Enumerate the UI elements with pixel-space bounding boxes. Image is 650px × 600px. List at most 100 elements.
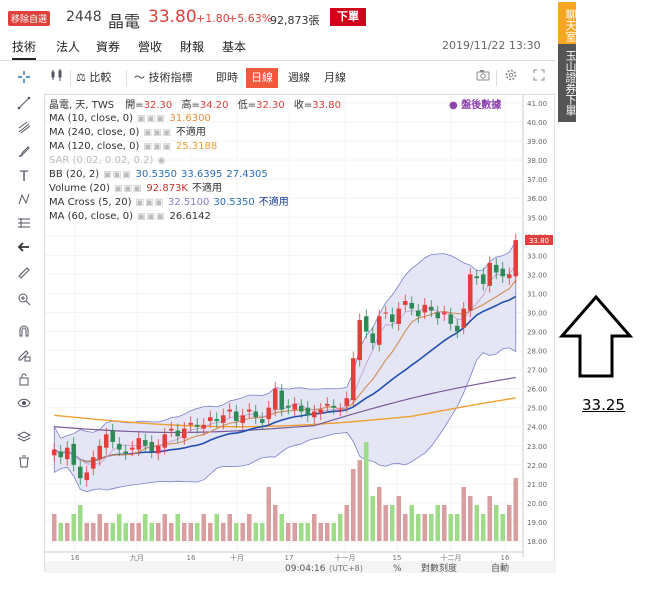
legend-row-controls-icon[interactable]: ▣▣▣ [137, 114, 166, 124]
indicators-button[interactable]: 〜 技術指標 [134, 68, 193, 88]
volume-bar [487, 496, 493, 541]
volume-bar [175, 514, 181, 541]
percent-toggle[interactable]: % [393, 564, 402, 574]
tab-margin[interactable]: 資券 [96, 40, 121, 54]
chart-type-icon[interactable] [50, 68, 64, 88]
layers-icon[interactable] [14, 430, 34, 448]
volume-bar [129, 523, 135, 541]
price-tick-label: 40.00 [527, 119, 547, 127]
fib-icon[interactable] [14, 216, 34, 234]
legend-row-name: MA (240, close, 0) [49, 127, 140, 138]
tab-financials[interactable]: 財報 [180, 40, 205, 54]
pencil-lock-icon[interactable] [14, 348, 34, 366]
trash-icon[interactable] [14, 454, 34, 472]
price-tick-label: 27.00 [527, 367, 547, 375]
legend-row-controls-icon[interactable]: ▣▣▣ [143, 128, 172, 138]
compare-button[interactable]: ⚖ 比較 [76, 68, 111, 88]
candle-body [58, 451, 64, 458]
price-tick-label: 24.00 [527, 424, 547, 432]
lock-icon[interactable] [14, 372, 34, 390]
candle-body [467, 274, 473, 311]
moving-averages [53, 264, 517, 465]
trade-volume: 92,873張 [270, 14, 320, 27]
ruler-icon[interactable] [14, 266, 34, 284]
ma-20-line [53, 295, 517, 463]
broker-order-tab[interactable]: 玉山證券下單 [558, 44, 577, 122]
current-price-tag: 33.80 [525, 235, 553, 245]
after-hours-label[interactable]: ● 盤後數據 [449, 100, 502, 111]
tab-institutional[interactable]: 法人 [56, 40, 81, 54]
candle-body [162, 434, 168, 448]
price-tick-label: 35.00 [527, 214, 547, 222]
candle-body [337, 409, 343, 411]
candle-body [285, 405, 291, 408]
candle-body [220, 415, 226, 423]
volume-bars [51, 442, 519, 541]
candlestick-chart[interactable]: 41.0040.0039.0038.0037.0036.0035.0034.00… [45, 95, 556, 574]
interval-daily[interactable]: 日線 [246, 68, 278, 88]
candle-body [500, 268, 506, 277]
remove-watchlist-badge[interactable]: 移除自選 [8, 11, 51, 26]
pattern-icon[interactable] [14, 192, 34, 210]
gear-icon[interactable] [504, 68, 518, 88]
tab-revenue[interactable]: 營收 [138, 40, 163, 54]
quote-header: 移除自選 2448 晶電 33.80 +1.80 +5.63% 92,873張 … [0, 0, 560, 34]
interval-weekly[interactable]: 週線 [288, 71, 310, 84]
volume-bar [194, 523, 200, 541]
price-tick-label: 29.00 [527, 329, 547, 337]
zoom-in-icon[interactable] [14, 292, 34, 310]
auto-scale-toggle[interactable]: 自動 [491, 562, 509, 574]
volume-bar [285, 523, 291, 541]
log-scale-toggle[interactable]: 對數刻度 [421, 562, 457, 574]
tab-basic[interactable]: 基本 [222, 40, 247, 54]
crosshair-icon[interactable] [14, 70, 34, 88]
legend-row-controls-icon[interactable]: ▣▣▣ [113, 184, 143, 194]
candle-body [84, 472, 90, 481]
candle-body [201, 424, 207, 429]
price-tick-label: 20.00 [527, 500, 547, 508]
volume-bar [461, 487, 467, 541]
chart-container[interactable]: 41.0040.0039.0038.0037.0036.0035.0034.00… [44, 94, 556, 574]
candle-body [344, 398, 350, 406]
legend-row-controls-icon[interactable]: ▣▣▣ [137, 212, 166, 222]
candle-body [155, 445, 161, 454]
candle-body [175, 430, 181, 437]
legend-close-label: 收= [293, 100, 313, 111]
chat-room-tab[interactable]: 聊天室 [558, 2, 577, 48]
tab-technical[interactable]: 技術 [12, 38, 37, 60]
fullscreen-icon[interactable] [532, 68, 546, 88]
volume-bar [305, 523, 311, 541]
price-axis-labels: 41.0040.0039.0038.0037.0036.0035.0034.00… [527, 100, 547, 546]
order-button[interactable]: 下單 [330, 8, 366, 26]
legend-row: MA Cross (5, 20) ▣▣▣ 32.5100 30.5350 不適用 [49, 196, 519, 210]
price-tick-label: 33.00 [527, 252, 547, 260]
trendline-icon[interactable] [14, 96, 34, 114]
text-tool-icon[interactable]: T [19, 169, 29, 185]
price-tick-label: 28.00 [527, 348, 547, 356]
interval-monthly[interactable]: 月線 [324, 71, 346, 84]
chart-status-bar: 09:04:16 (UTC+8) % 對數刻度 自動 [45, 561, 556, 574]
candle-body [90, 457, 96, 469]
camera-icon[interactable] [476, 68, 490, 88]
legend-high: 34.20 [199, 100, 229, 111]
candle-body [461, 308, 467, 328]
eye-icon[interactable] [14, 396, 34, 414]
pitchfork-icon[interactable] [14, 120, 34, 138]
brush-icon[interactable] [14, 144, 34, 162]
legend-row-controls-icon[interactable]: ▣▣▣ [143, 142, 172, 152]
candle-body [298, 405, 304, 412]
magnet-icon[interactable] [14, 324, 34, 342]
legend-row-controls-icon[interactable]: ▣▣▣ [103, 170, 132, 180]
compare-label: 比較 [89, 71, 112, 84]
candle-body [422, 304, 428, 313]
interval-intraday[interactable]: 即時 [216, 71, 238, 84]
price-tick-label: 26.00 [527, 386, 547, 394]
legend-row-controls-icon[interactable]: ◉ [157, 156, 167, 166]
legend-row-controls-icon[interactable]: ▣▣▣ [135, 198, 165, 208]
stock-name: 晶電 [108, 12, 141, 31]
candle-body [389, 314, 395, 322]
candle-body [233, 411, 239, 422]
arrow-left-icon[interactable] [14, 240, 34, 258]
time-tick-label: 十二月 [441, 553, 462, 562]
legend-row-name: MA (10, close, 0) [49, 113, 134, 124]
